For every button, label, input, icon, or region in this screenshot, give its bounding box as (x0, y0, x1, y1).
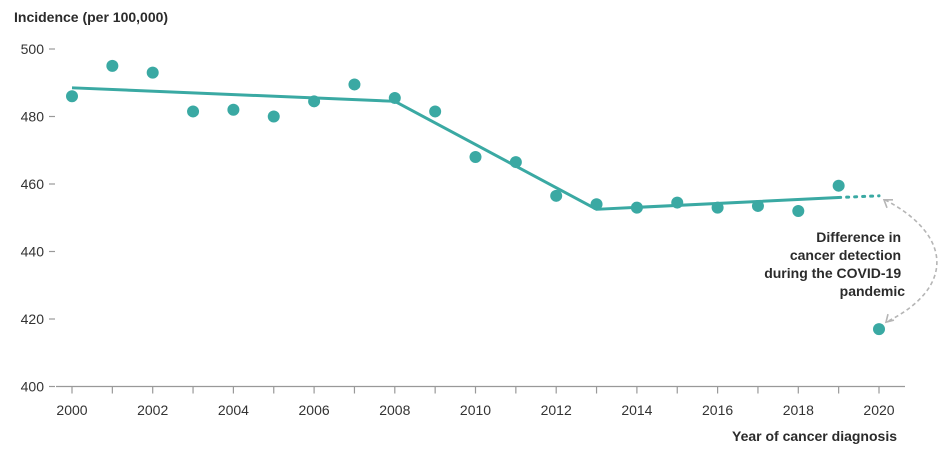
data-point (832, 179, 845, 192)
y-axis: 400 420 440 460 480 500 (21, 41, 55, 395)
y-tick-label: 500 (21, 41, 45, 57)
data-points (66, 59, 885, 336)
annotation-line-3: during the COVID-19 (764, 265, 901, 281)
trend-projection-dotted (837, 194, 881, 199)
x-axis-title: Year of cancer diagnosis (732, 428, 897, 444)
x-tick-label: 2020 (863, 402, 894, 418)
data-point (751, 199, 764, 212)
x-tick-label: 2010 (460, 402, 491, 418)
data-point (66, 90, 78, 103)
x-tick-label: 2004 (218, 402, 249, 418)
data-point (469, 151, 482, 163)
x-tick-label: 2012 (541, 402, 572, 418)
x-tick-label: 2014 (621, 402, 652, 418)
y-axis-title: Incidence (per 100,000) (14, 9, 168, 25)
data-point (348, 78, 361, 91)
data-point (187, 105, 200, 118)
data-point (267, 110, 280, 123)
x-tick-label: 2000 (56, 402, 87, 418)
data-point (227, 103, 240, 116)
x-tick-label: 2016 (702, 402, 733, 418)
data-point (509, 156, 522, 169)
y-tick-label: 420 (21, 311, 45, 327)
x-tick-label: 2006 (299, 402, 330, 418)
y-tick-label: 440 (21, 244, 45, 260)
data-point (590, 198, 603, 211)
annotation-arrowhead-bottom (884, 313, 895, 324)
data-point (146, 66, 159, 79)
annotation-arrowhead-top (882, 199, 893, 209)
annotation-text: Difference in cancer detection during th… (764, 229, 905, 299)
data-point (671, 196, 684, 209)
data-point (388, 91, 401, 104)
annotation-line-2: cancer detection (790, 247, 901, 263)
x-tick-label: 2008 (379, 402, 410, 418)
data-point (873, 323, 885, 336)
annotation-arrow (884, 199, 938, 323)
data-point (630, 201, 643, 214)
annotation-line-1: Difference in (816, 229, 901, 245)
data-point (550, 189, 563, 202)
data-point (429, 105, 442, 118)
data-point (308, 95, 321, 108)
y-tick-label: 460 (21, 176, 45, 192)
y-tick-label: 400 (21, 379, 45, 395)
x-axis: 2000 2002 2004 2006 2008 2010 2012 2014 2016 2018… (56, 386, 895, 418)
data-point (711, 201, 724, 214)
trend-line (71, 86, 839, 211)
data-point (106, 59, 119, 72)
annotation-line-4: pandemic (840, 283, 906, 299)
data-point (792, 205, 805, 217)
x-tick-label: 2002 (137, 402, 168, 418)
y-tick-label: 480 (21, 109, 45, 125)
x-tick-label: 2018 (783, 402, 814, 418)
